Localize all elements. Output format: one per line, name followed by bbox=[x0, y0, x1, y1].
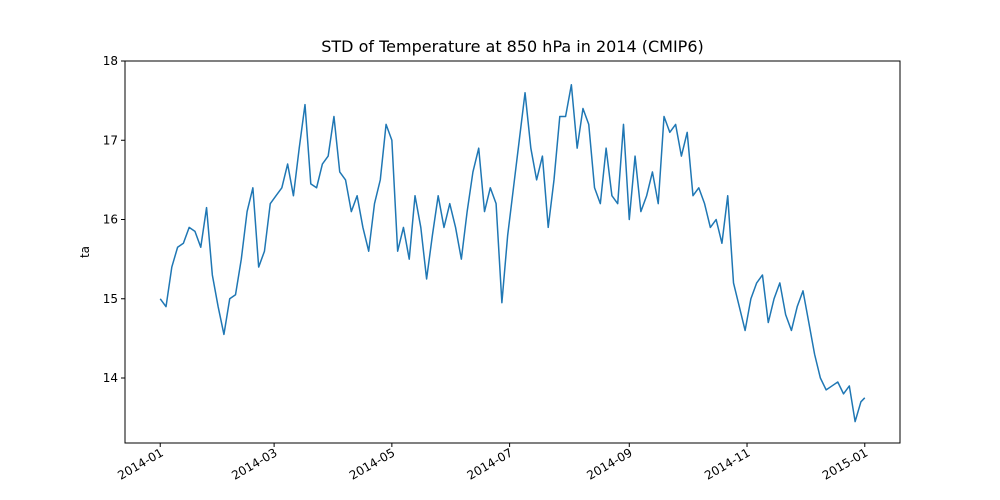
y-tick-label: 15 bbox=[103, 292, 118, 306]
y-tick-label: 16 bbox=[103, 213, 118, 227]
data-line bbox=[159, 84, 866, 423]
y-tick-label: 18 bbox=[103, 54, 118, 68]
plot-frame bbox=[124, 60, 901, 444]
chart-title: STD of Temperature at 850 hPa in 2014 (C… bbox=[321, 37, 704, 56]
y-tick-label: 17 bbox=[103, 133, 118, 147]
y-tick-label: 14 bbox=[103, 371, 118, 385]
y-axis-label: ta bbox=[78, 246, 92, 258]
